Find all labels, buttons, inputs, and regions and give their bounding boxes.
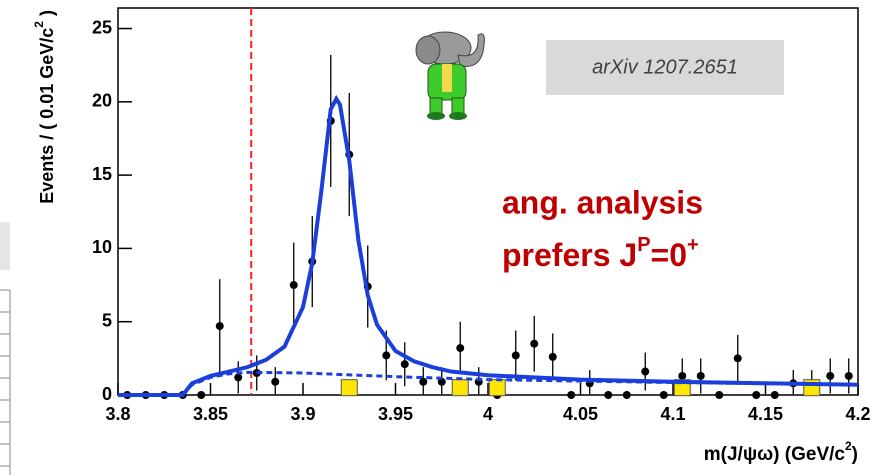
side-table [0,289,11,475]
data-point [511,351,520,360]
data-point [382,351,391,360]
data-point [733,354,742,363]
data-point [271,377,280,386]
y-tick-label: 25 [92,17,112,37]
y-tick-label: 5 [102,310,112,330]
x-tick-label: 4 [483,404,493,424]
y-tick-label: 10 [92,237,112,257]
y-tick-label: 20 [92,91,112,111]
background-square [340,379,358,397]
side-panel [0,222,10,270]
x-tick-label: 4.15 [748,404,783,424]
data-point [289,281,298,290]
data-point [826,371,835,380]
x-tick-label: 3.9 [290,404,315,424]
result-text: =0 [651,237,687,273]
background-square [451,379,469,397]
data-point [622,391,631,399]
background-fit [181,370,859,397]
x-label-text: m(J/ψω) (GeV/c [704,444,846,465]
x-axis-label: m(J/ψω) (GeV/c2) [704,439,858,465]
elephant-cartoon [415,31,485,120]
data-point [530,339,539,348]
data-point [234,373,243,382]
data-point [696,371,705,380]
result-sup: + [687,234,699,256]
result-line-2: prefers JP=0+ [502,234,699,273]
x-tick-label: 4.2 [845,404,870,424]
data-point [752,391,761,399]
result-text: prefers J [502,237,637,273]
data-point [419,377,428,386]
x-label-sup: 2 [845,439,852,453]
data-point [604,391,613,399]
background-square [488,379,506,397]
y-label-sup: 2 [32,21,46,28]
y-axis-label: Events / ( 0.01 GeV/c2 ) [32,10,57,204]
y-tick-label: 15 [92,164,112,184]
x-label-text: ) [852,444,858,465]
data-point [197,391,206,399]
reference-box [546,40,784,95]
x-tick-label: 3.8 [105,404,130,424]
data-point [437,377,446,386]
data-point [844,371,853,380]
data-point [400,360,409,369]
y-label-text: ) [37,10,57,21]
data-point [715,391,724,399]
result-sup: P [637,234,650,256]
total-fit [118,94,859,397]
data-point [678,371,687,380]
x-tick-label: 4.05 [563,404,598,424]
x-tick-label: 4.1 [660,404,685,424]
data-point [641,367,650,376]
data-point [548,352,557,361]
y-label-text: Events / ( 0.01 GeV/c [37,28,57,204]
result-line-1: ang. analysis [502,184,703,220]
x-tick-label: 3.85 [193,404,228,424]
data-point [659,391,668,399]
data-point [215,322,224,331]
reference: arXiv 1207.2651 [592,56,738,78]
y-tick-label: 0 [102,384,112,404]
data-point [770,391,779,399]
data-point [567,391,576,399]
data-point [456,344,465,353]
x-tick-label: 3.95 [378,404,413,424]
